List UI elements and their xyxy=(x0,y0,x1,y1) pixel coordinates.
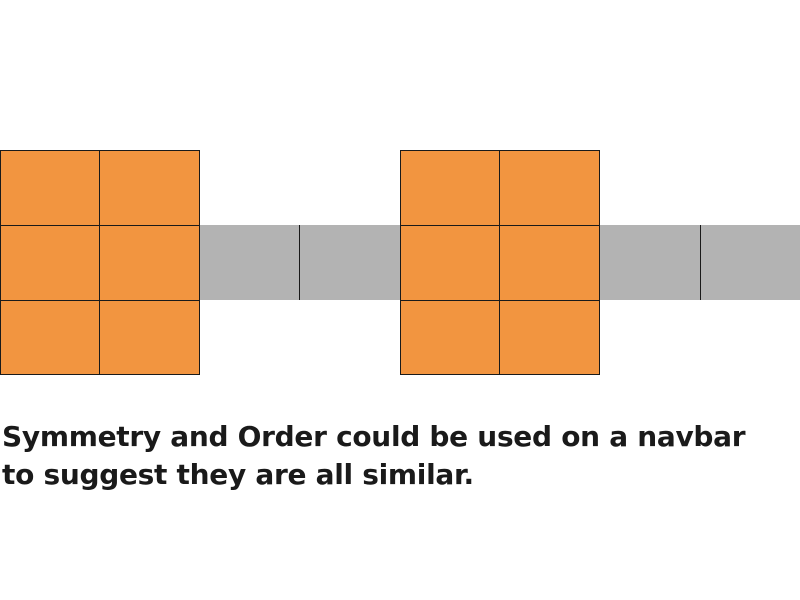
orange-square xyxy=(99,300,200,375)
orange-square xyxy=(0,300,100,375)
navbar-segment xyxy=(200,225,400,300)
orange-square xyxy=(400,150,500,226)
navbar-divider xyxy=(299,225,300,300)
caption-text: Symmetry and Order could be used on a na… xyxy=(2,418,798,494)
orange-square xyxy=(499,150,600,226)
orange-square xyxy=(400,300,500,375)
orange-square xyxy=(400,225,500,301)
orange-square xyxy=(499,300,600,375)
orange-square xyxy=(499,225,600,301)
navbar-divider xyxy=(700,225,701,300)
orange-square xyxy=(0,225,100,301)
caption-line-1: Symmetry and Order could be used on a na… xyxy=(2,420,746,453)
orange-square xyxy=(99,225,200,301)
caption-line-2: to suggest they are all similar. xyxy=(2,458,474,491)
orange-square xyxy=(0,150,100,226)
orange-square xyxy=(99,150,200,226)
